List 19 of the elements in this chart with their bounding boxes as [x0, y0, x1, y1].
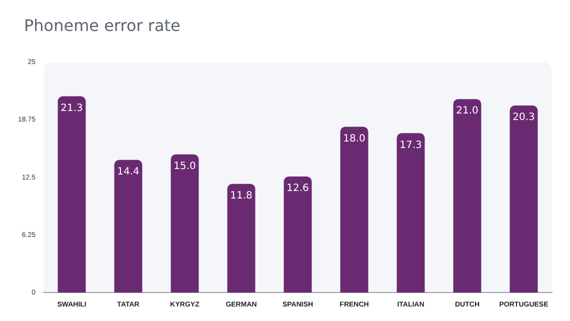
bar — [227, 184, 256, 293]
bar — [340, 126, 368, 293]
data-label: 20.3 — [512, 112, 535, 124]
bar — [510, 106, 538, 293]
bar — [284, 176, 312, 293]
data-label: 17.3 — [400, 140, 422, 151]
data-label: 21.0 — [456, 106, 478, 117]
bar — [170, 154, 199, 293]
data-label: 14.4 — [117, 166, 140, 178]
bar — [453, 99, 482, 293]
data-label: 11.8 — [230, 190, 252, 202]
bar — [396, 133, 425, 293]
data-label: 21.3 — [60, 102, 83, 114]
chart-title: Phoneme error rate — [24, 16, 180, 35]
data-label: 12.6 — [286, 183, 309, 194]
bar — [114, 160, 142, 293]
data-label: 18.0 — [343, 133, 366, 144]
bar — [58, 96, 86, 293]
data-label: 15.0 — [174, 160, 196, 172]
